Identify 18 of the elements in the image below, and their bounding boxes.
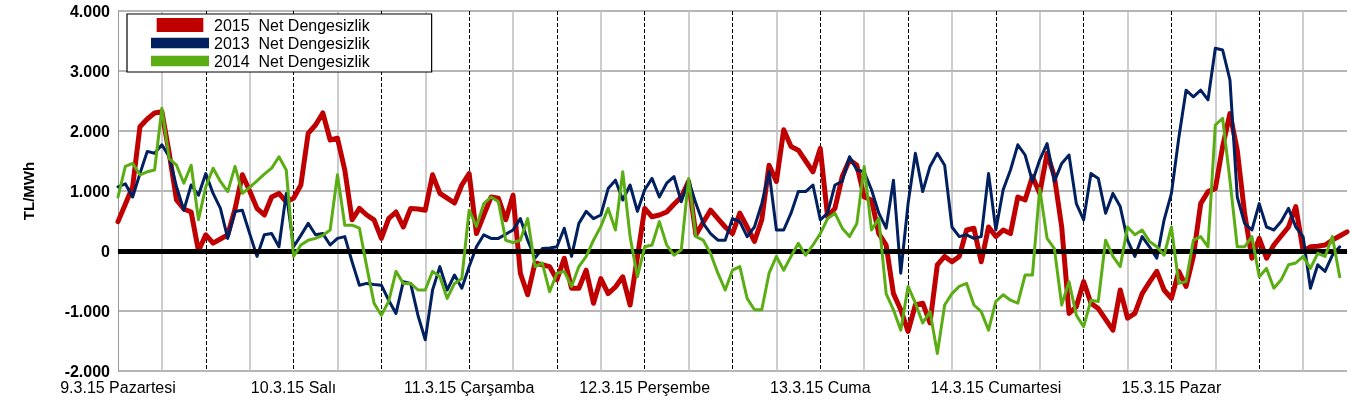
- legend-label: 2015 Net Dengesizlik: [214, 16, 371, 34]
- x-tick-label: 15.3.15 Pazar: [1121, 378, 1222, 396]
- x-tick-label: 13.3.15 Cuma: [770, 378, 871, 396]
- x-tick-label: 14.3.15 Cumartesi: [930, 378, 1062, 396]
- x-tick-label: 12.3.15 Perşembe: [579, 378, 711, 396]
- y-tick-label: -2.000: [64, 362, 111, 380]
- y-axis-title: TL/MWh: [20, 161, 37, 221]
- y-tick-label: 4.000: [69, 2, 111, 20]
- x-tick-label: 11.3.15 Çarşamba: [403, 378, 535, 396]
- x-tick-label: 10.3.15 Salı: [250, 378, 337, 396]
- y-tick-label: 2.000: [69, 122, 111, 140]
- y-tick-label: 1.000: [69, 182, 111, 200]
- legend-label: 2014 Net Dengesizlik: [214, 52, 371, 70]
- legend-label: 2013 Net Dengesizlik: [214, 34, 371, 52]
- y-tick-label: 3.000: [69, 62, 111, 80]
- x-tick-label: 9.3.15 Pazartesi: [60, 378, 176, 396]
- y-tick-label: -1.000: [64, 302, 111, 320]
- y-tick-label: 0: [101, 242, 111, 260]
